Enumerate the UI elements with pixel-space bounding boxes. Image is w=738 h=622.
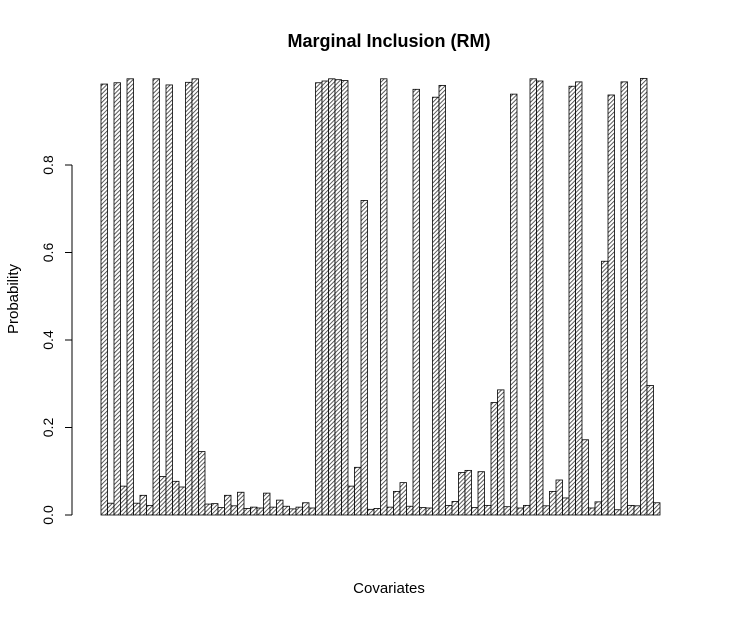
bar (412, 88, 420, 516)
bar (484, 504, 492, 516)
bar (575, 81, 583, 516)
bar (516, 507, 524, 516)
bar (367, 508, 375, 516)
bar (308, 507, 316, 516)
bar (464, 469, 472, 516)
bar (451, 501, 459, 516)
bar (386, 506, 394, 516)
bar (139, 494, 147, 516)
bar (276, 499, 284, 516)
bar (419, 507, 427, 516)
bar (640, 77, 648, 516)
bar (204, 503, 212, 516)
bar (458, 472, 466, 516)
bar (399, 482, 407, 516)
y-tick-label: 0.0 (40, 505, 56, 525)
bar (100, 83, 108, 516)
bar (497, 389, 505, 516)
y-tick-label: 0.4 (40, 330, 56, 350)
bar (523, 504, 531, 516)
bar (146, 504, 154, 516)
bar (542, 505, 550, 516)
bar (178, 486, 186, 516)
bar (315, 82, 323, 516)
x-axis-label: Covariates (353, 580, 425, 597)
bar (607, 94, 615, 516)
y-axis-label: Probability (5, 263, 22, 334)
bar (334, 79, 342, 516)
bar (217, 507, 225, 516)
bar (172, 480, 180, 516)
bar (295, 506, 303, 516)
bar (237, 491, 245, 516)
chart-title: Marginal Inclusion (RM) (287, 31, 490, 51)
bar (653, 502, 661, 516)
bar (107, 502, 115, 516)
bar (646, 385, 654, 516)
bar (191, 78, 199, 516)
bar (614, 509, 622, 516)
bar (347, 485, 355, 516)
bar (159, 476, 167, 516)
bar (620, 81, 628, 516)
y-tick-label: 0.6 (40, 243, 56, 263)
bar (633, 505, 641, 516)
bar (562, 497, 570, 516)
bar (490, 402, 498, 516)
bar (198, 451, 206, 516)
bar (588, 507, 596, 516)
bar (120, 485, 128, 516)
bar (133, 502, 141, 516)
bar (627, 504, 635, 516)
bar (263, 492, 271, 516)
bar (185, 81, 193, 516)
bar (341, 80, 349, 516)
bar (256, 507, 264, 516)
bar (354, 466, 362, 516)
bar (328, 78, 336, 516)
bar (373, 508, 381, 516)
bar (380, 78, 388, 516)
bar (152, 78, 160, 516)
bar (224, 494, 232, 516)
bar (477, 471, 485, 516)
bar (250, 506, 258, 516)
bar (126, 78, 134, 516)
y-axis: 0.0 0.2 0.4 0.6 0.8 (40, 155, 73, 525)
y-tick-label: 0.2 (40, 418, 56, 438)
bar (269, 506, 277, 516)
bar (594, 501, 602, 516)
y-tick-label: 0.8 (40, 155, 56, 175)
bar (432, 96, 440, 516)
bar (536, 80, 544, 516)
bar (425, 507, 433, 516)
bar (601, 260, 609, 516)
bar (289, 508, 297, 516)
bar (568, 85, 576, 516)
bar (445, 504, 453, 516)
bar (471, 507, 479, 516)
bar (360, 200, 368, 516)
bar (165, 84, 173, 516)
bar (321, 80, 329, 516)
bar (230, 505, 238, 516)
bar (510, 93, 518, 516)
bar (549, 490, 557, 516)
bar (406, 505, 414, 516)
bar (438, 84, 446, 516)
bar (113, 82, 121, 516)
bar (393, 490, 401, 516)
bar (243, 508, 251, 516)
bar (302, 502, 310, 516)
bar (211, 503, 219, 516)
bar (529, 78, 537, 516)
bar (555, 479, 563, 516)
bar (503, 506, 511, 516)
bar (282, 505, 290, 516)
bars-group (100, 77, 661, 516)
bar (581, 439, 589, 516)
